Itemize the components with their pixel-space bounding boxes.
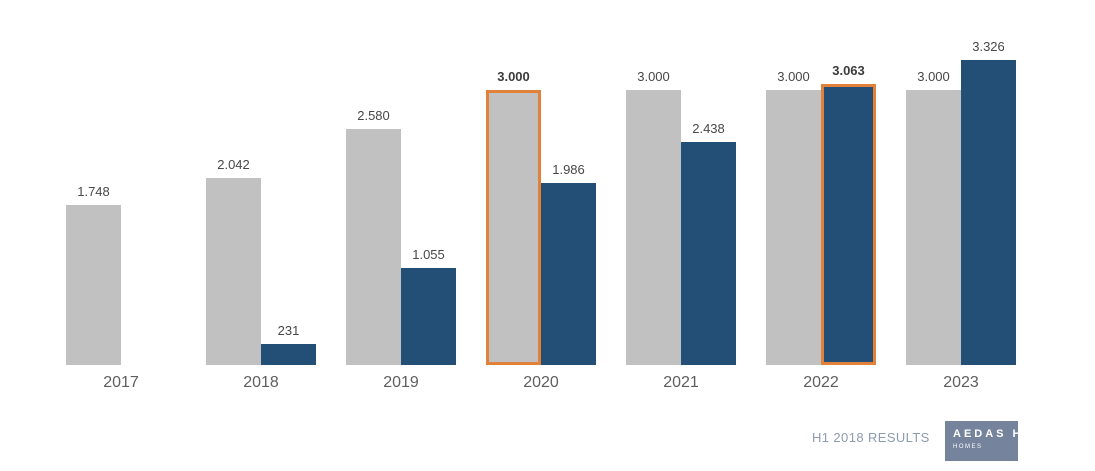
value-label-2020-gray: 3.000 — [497, 69, 530, 84]
value-label-2019-blue: 1.055 — [412, 247, 445, 262]
bar-2022-gray — [766, 90, 821, 365]
value-label-2021-gray: 3.000 — [637, 69, 670, 84]
value-label-2021-blue: 2.438 — [692, 121, 725, 136]
brand-subtitle: HOMES — [953, 444, 983, 450]
value-label-2023-blue: 3.326 — [972, 39, 1005, 54]
footer-caption: H1 2018 RESULTS — [812, 430, 930, 445]
value-label-2017-gray: 1.748 — [77, 184, 110, 199]
bar-2022-blue — [821, 84, 876, 365]
bar-2021-blue — [681, 142, 736, 365]
bar-2018-gray — [206, 178, 261, 365]
bar-2023-blue — [961, 60, 1016, 365]
bar-2023-gray — [906, 90, 961, 365]
bar-2019-blue — [401, 268, 456, 365]
axis-label-2020: 2020 — [523, 374, 559, 391]
axis-label-2018: 2018 — [243, 374, 279, 391]
value-label-2022-blue: 3.063 — [832, 63, 865, 78]
bar-2017-gray — [66, 205, 121, 365]
axis-label-2017: 2017 — [103, 374, 139, 391]
axis-label-2021: 2021 — [663, 374, 699, 391]
bar-2020-gray — [486, 90, 541, 365]
brand-name: AEDAS H — [953, 428, 1018, 440]
brand-logo: AEDAS H HOMES — [945, 421, 1018, 461]
value-label-2018-blue: 231 — [277, 323, 300, 338]
bar-2021-gray — [626, 90, 681, 365]
bar-2019-gray — [346, 129, 401, 365]
value-label-2019-gray: 2.580 — [357, 108, 390, 123]
axis-label-2023: 2023 — [943, 374, 979, 391]
value-label-2023-gray: 3.000 — [917, 69, 950, 84]
axis-label-2022: 2022 — [803, 374, 839, 391]
value-label-2022-gray: 3.000 — [777, 69, 810, 84]
value-label-2018-gray: 2.042 — [217, 157, 250, 172]
axis-label-2019: 2019 — [383, 374, 419, 391]
bar-2020-blue — [541, 183, 596, 365]
bar-2018-blue — [261, 344, 316, 365]
value-label-2020-blue: 1.986 — [552, 162, 585, 177]
